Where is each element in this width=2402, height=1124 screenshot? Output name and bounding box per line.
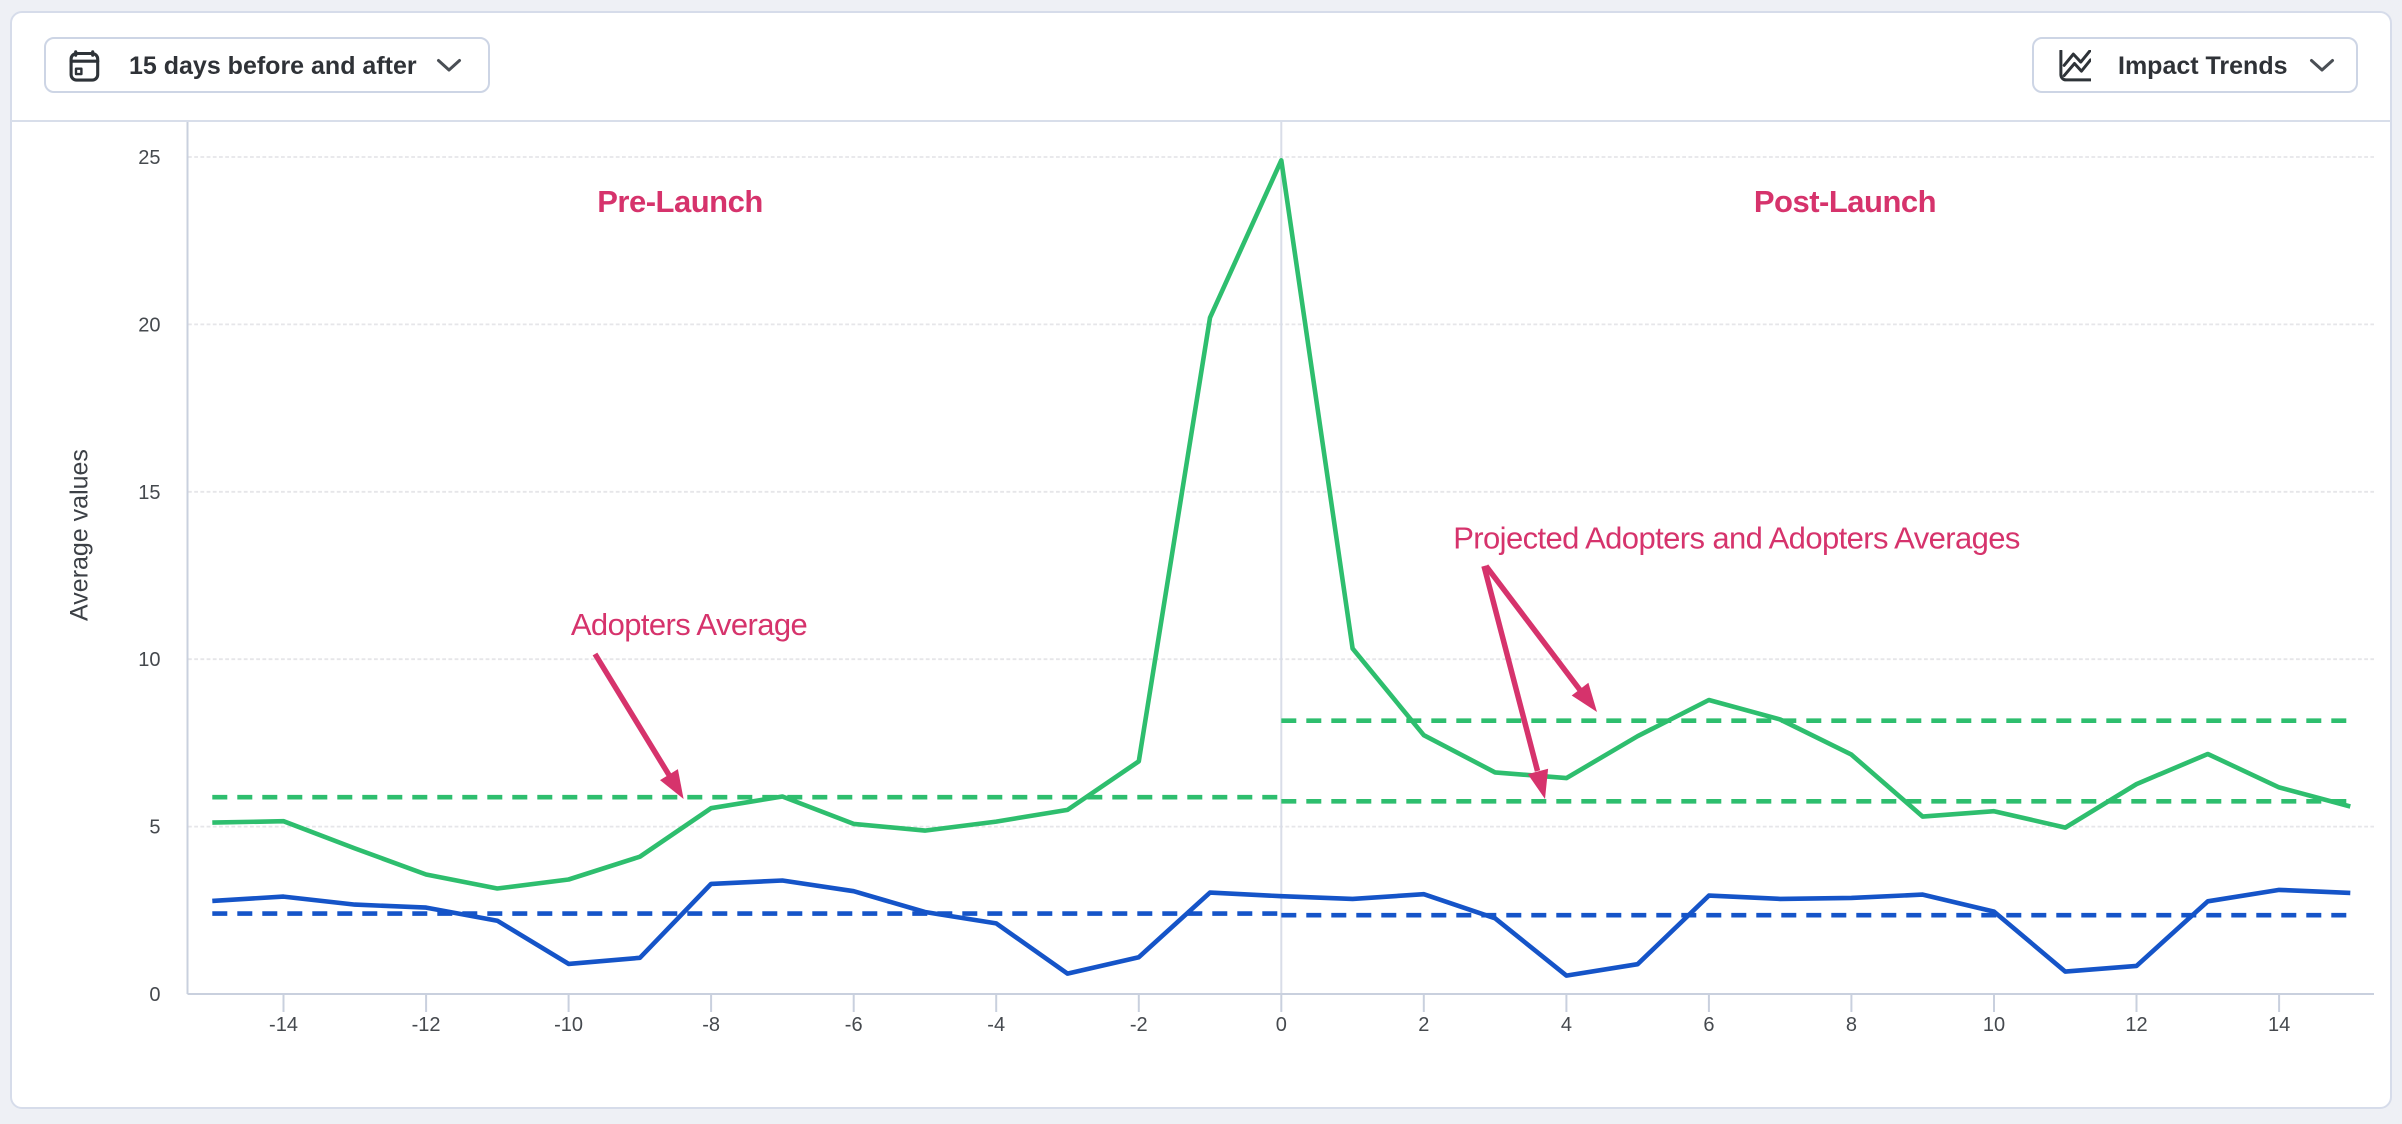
svg-text:25: 25: [138, 147, 160, 169]
svg-text:Pre-Launch: Pre-Launch: [597, 184, 763, 219]
svg-text:Average values: Average values: [66, 449, 94, 621]
svg-text:-12: -12: [412, 1014, 441, 1036]
svg-text:20: 20: [138, 314, 160, 336]
svg-text:10: 10: [138, 649, 160, 671]
svg-text:8: 8: [1846, 1014, 1857, 1036]
svg-text:0: 0: [149, 984, 160, 1006]
svg-text:-14: -14: [269, 1014, 298, 1036]
svg-text:6: 6: [1703, 1014, 1714, 1036]
svg-text:5: 5: [149, 817, 160, 839]
svg-text:0: 0: [1276, 1014, 1287, 1036]
svg-text:Post-Launch: Post-Launch: [1754, 184, 1936, 219]
svg-text:2: 2: [1418, 1014, 1429, 1036]
svg-text:Projected Adopters and Adopter: Projected Adopters and Adopters Averages: [1453, 521, 2020, 556]
svg-text:-6: -6: [845, 1014, 863, 1036]
svg-text:Adopters Average: Adopters Average: [571, 607, 807, 642]
svg-text:12: 12: [2125, 1014, 2147, 1036]
svg-text:-2: -2: [1130, 1014, 1148, 1036]
svg-text:15: 15: [138, 482, 160, 504]
svg-text:10: 10: [1983, 1014, 2005, 1036]
svg-text:14: 14: [2268, 1014, 2290, 1036]
svg-text:-4: -4: [987, 1014, 1005, 1036]
svg-text:-8: -8: [702, 1014, 720, 1036]
svg-text:4: 4: [1561, 1014, 1572, 1036]
svg-text:-10: -10: [554, 1014, 583, 1036]
